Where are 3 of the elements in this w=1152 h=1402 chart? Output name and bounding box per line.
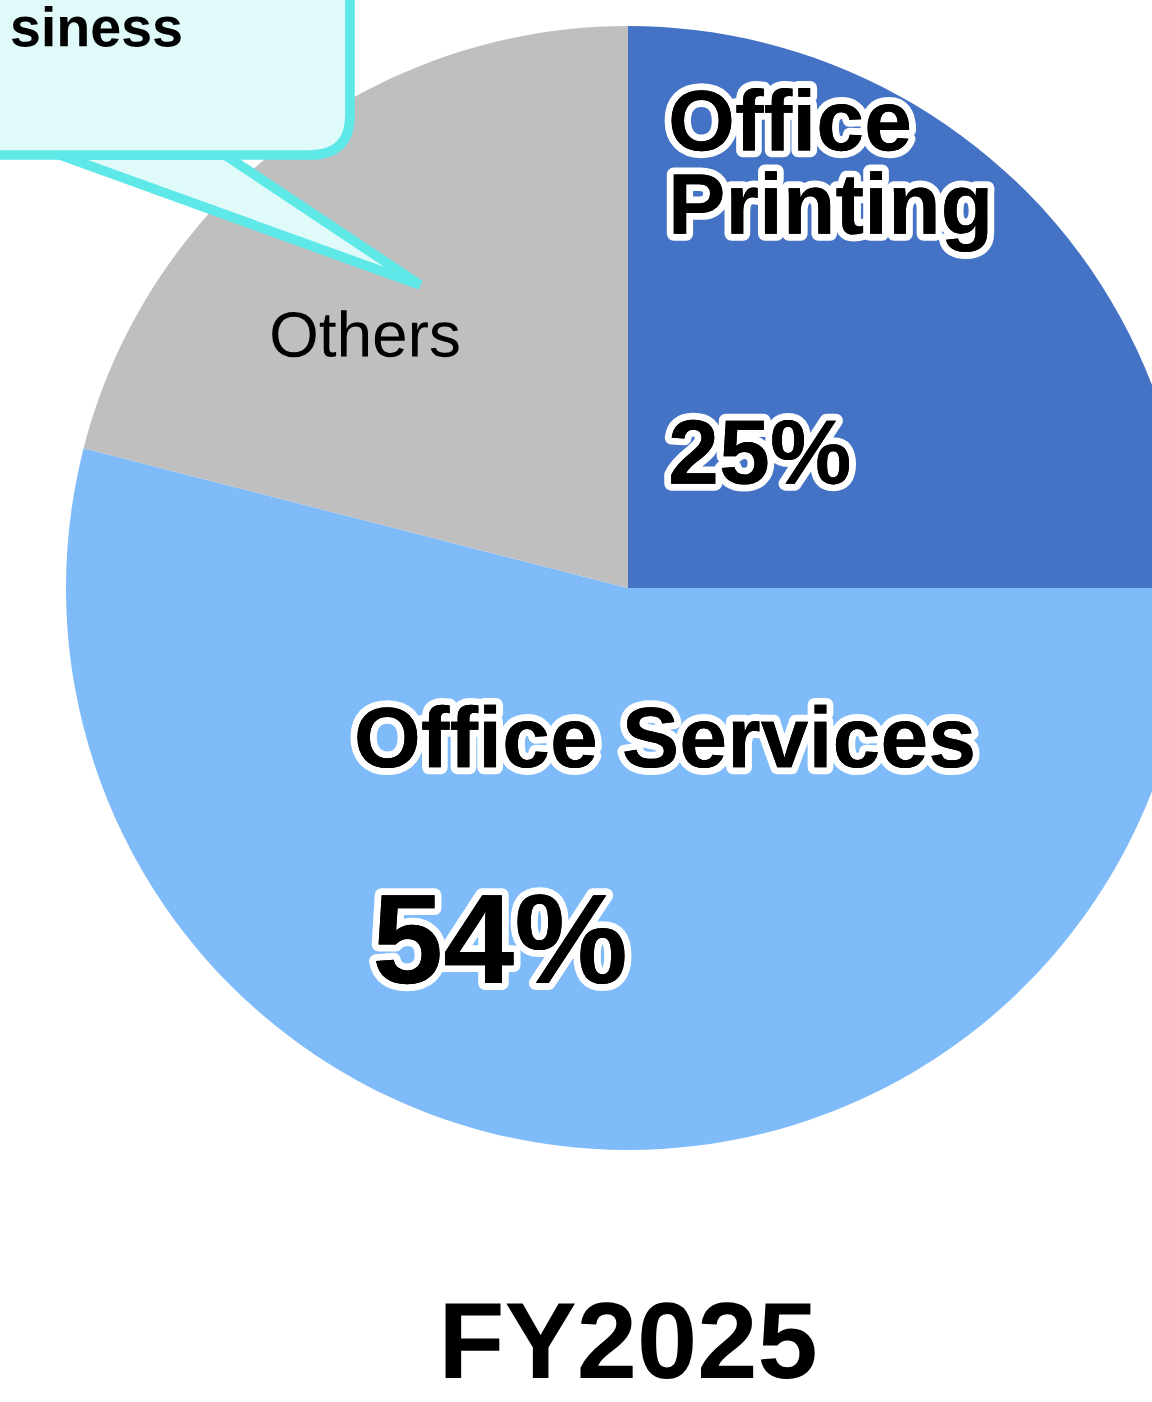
text: siness xyxy=(11,6,181,47)
text: FY2025 xyxy=(445,1302,815,1380)
slice-label: Others xyxy=(272,310,459,358)
